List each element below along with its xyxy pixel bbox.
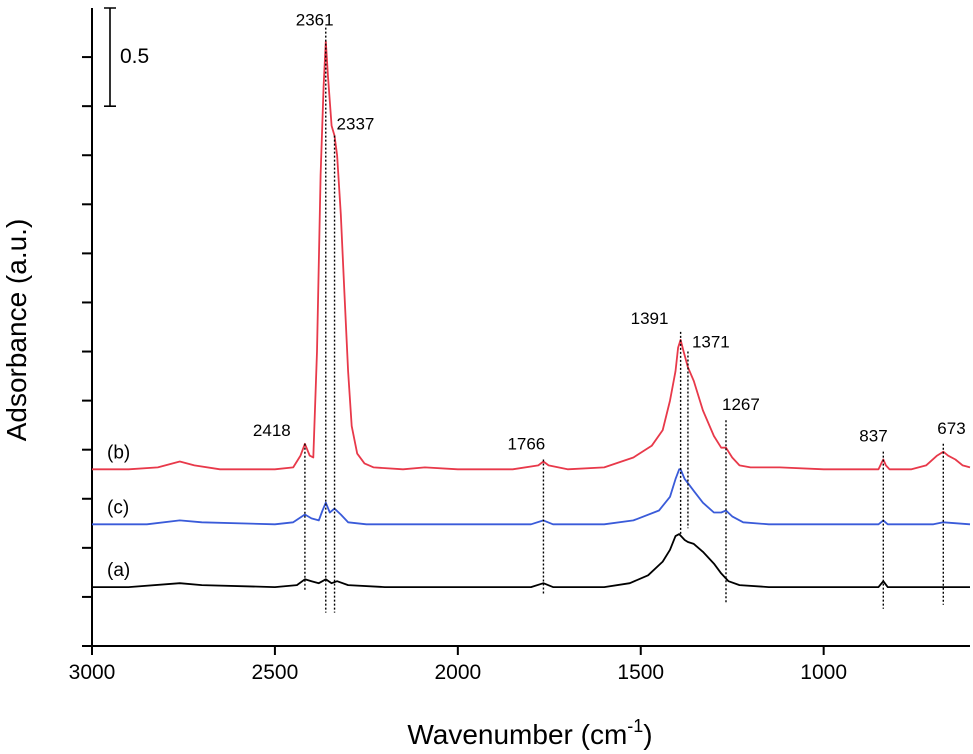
x-tick-label-4: 1000 — [800, 661, 847, 684]
peak-label-1371: 1371 — [692, 333, 730, 352]
x-axis-ticks — [91, 646, 825, 655]
series-label-b: (b) — [107, 442, 130, 463]
scale-bar-label: 0.5 — [120, 45, 149, 68]
peak-label-837: 837 — [859, 427, 887, 446]
x-axis-title-sup: -1 — [627, 716, 643, 736]
peak-label-2418: 2418 — [253, 421, 291, 440]
y-axis-ticks — [82, 56, 92, 647]
x-axis-title-main: Wavenumber (cm — [407, 719, 627, 750]
scale-bar-line — [104, 7, 116, 107]
x-axis-title-close: ) — [643, 719, 652, 750]
x-tick-label-3: 1500 — [617, 661, 664, 684]
series-label-a: (a) — [107, 560, 130, 581]
x-tick-label-1: 2500 — [252, 661, 299, 684]
trace-b — [92, 40, 971, 471]
spectra-traces — [92, 40, 971, 588]
x-tick-label-0: 3000 — [69, 661, 116, 684]
peak-label-2337: 2337 — [337, 115, 375, 134]
trace-a — [92, 533, 970, 588]
y-axis-title: Adsorbance (a.u.) — [1, 219, 32, 442]
scale-bar: 0.5 — [104, 7, 149, 107]
x-axis-title: Wavenumber (cm-1) — [407, 716, 652, 750]
peak-markers — [304, 27, 944, 613]
plot-frame — [91, 8, 970, 647]
x-axis-tick-labels: 3000 2500 2000 1500 1000 — [69, 661, 847, 684]
peak-label-2361: 2361 — [296, 11, 334, 30]
peak-label-1267: 1267 — [722, 395, 760, 414]
peak-label-1766: 1766 — [507, 435, 545, 454]
x-tick-label-2: 2000 — [434, 661, 481, 684]
peak-label-1391: 1391 — [631, 309, 669, 328]
trace-c — [92, 468, 971, 526]
series-labels: (b) (c) (a) — [107, 442, 130, 581]
peak-labels: 2418 2361 2337 1766 1391 1371 1267 837 673 — [253, 11, 966, 454]
peak-label-673: 673 — [937, 419, 965, 438]
series-label-c: (c) — [107, 497, 129, 518]
